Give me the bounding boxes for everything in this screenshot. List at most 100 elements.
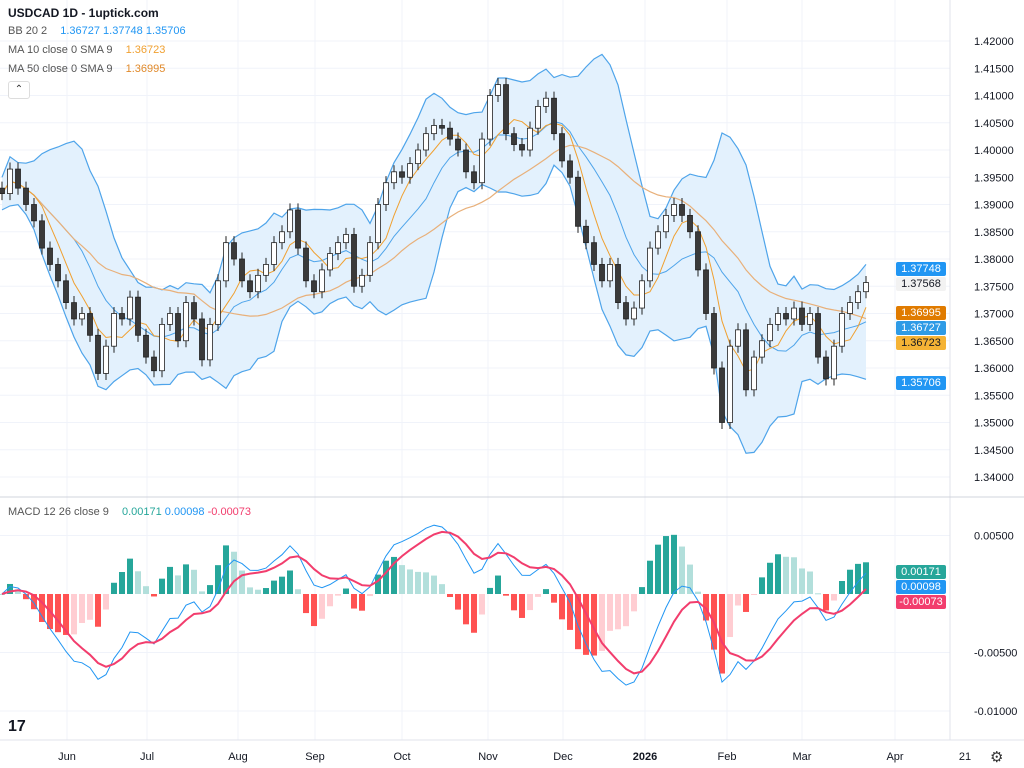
macd-histogram-bar bbox=[391, 556, 397, 594]
macd-histogram-bar bbox=[567, 594, 573, 630]
candle-body bbox=[527, 127, 533, 151]
tradingview-logo[interactable]: 17 bbox=[8, 718, 26, 735]
candle-body bbox=[655, 231, 661, 249]
candle-body bbox=[839, 313, 845, 347]
candle-body bbox=[759, 340, 765, 358]
price-tag: 1.36727 bbox=[896, 321, 946, 335]
macd-tick-label: 0.00500 bbox=[974, 531, 1014, 543]
candle-body bbox=[23, 187, 29, 205]
candle-body bbox=[767, 323, 773, 342]
macd-line bbox=[1, 524, 867, 686]
macd-histogram-bar bbox=[415, 571, 421, 594]
macd-histogram-bar bbox=[535, 594, 541, 597]
x-tick-label: Aug bbox=[228, 751, 248, 763]
macd-histogram-bar bbox=[143, 586, 149, 594]
candle-body bbox=[551, 97, 557, 135]
y-tick-label: 1.40500 bbox=[974, 118, 1014, 130]
x-tick-label: 2026 bbox=[633, 751, 657, 763]
candle-body bbox=[311, 280, 317, 293]
candle-body bbox=[455, 138, 461, 151]
candle-body bbox=[287, 209, 293, 233]
macd-histogram-bar bbox=[151, 594, 157, 597]
y-tick-label: 1.40000 bbox=[974, 145, 1014, 157]
candle-body bbox=[119, 313, 125, 320]
bollinger-upper-line bbox=[1, 53, 867, 294]
candle-body bbox=[695, 231, 701, 271]
candle-body bbox=[471, 171, 477, 184]
macd-histogram-bar bbox=[839, 581, 845, 594]
price-tag: 1.37748 bbox=[896, 262, 946, 276]
macd-histogram-bar bbox=[855, 563, 861, 594]
candle-body bbox=[703, 269, 709, 314]
macd-histogram-bar bbox=[615, 594, 621, 630]
macd-histogram-bar bbox=[527, 594, 533, 611]
y-tick-label: 1.37000 bbox=[974, 309, 1014, 321]
macd-histogram-bar bbox=[87, 594, 93, 620]
macd-histogram-bar bbox=[735, 594, 741, 606]
macd-histogram-bar bbox=[23, 594, 29, 600]
candle-body bbox=[151, 356, 157, 372]
candle-body bbox=[727, 345, 733, 423]
macd-histogram-bar bbox=[327, 594, 333, 607]
y-tick-label: 1.37500 bbox=[974, 281, 1014, 293]
y-tick-label: 1.39500 bbox=[974, 172, 1014, 184]
macd-histogram-bar bbox=[487, 587, 493, 594]
macd-histogram-bar bbox=[551, 594, 557, 603]
y-tick-label: 1.34500 bbox=[974, 445, 1014, 457]
candle-body bbox=[87, 313, 93, 336]
candle-body bbox=[303, 247, 309, 282]
legend-macd-label: MACD 12 26 close 9 bbox=[8, 506, 109, 518]
macd-histogram-bar bbox=[463, 594, 469, 625]
macd-histogram-bar bbox=[671, 534, 677, 594]
macd-histogram-bar bbox=[295, 589, 301, 594]
x-tick-label: Feb bbox=[718, 751, 737, 763]
macd-histogram-bar bbox=[55, 594, 61, 633]
candle-body bbox=[783, 313, 789, 320]
macd-histogram-bar bbox=[591, 594, 597, 656]
legend-macd: MACD 12 26 close 9 0.00171 0.00098 -0.00… bbox=[8, 506, 251, 518]
macd-histogram-bar bbox=[279, 576, 285, 594]
collapse-legend-button[interactable]: ⌃ bbox=[8, 81, 30, 99]
macd-histogram-bar bbox=[287, 570, 293, 594]
candle-body bbox=[175, 313, 181, 342]
candle-body bbox=[95, 334, 101, 374]
candle-body bbox=[431, 125, 437, 135]
candle-body bbox=[319, 269, 325, 293]
legend-macd-signal: -0.00073 bbox=[207, 506, 252, 518]
candle-body bbox=[639, 280, 645, 309]
macd-histogram-bar bbox=[375, 574, 381, 594]
candle-body bbox=[831, 345, 837, 380]
candle-body bbox=[591, 242, 597, 265]
candle-body bbox=[335, 242, 341, 254]
macd-histogram-bar bbox=[71, 594, 77, 635]
candle-body bbox=[255, 274, 261, 293]
candle-body bbox=[447, 127, 453, 140]
macd-histogram-bar bbox=[407, 569, 413, 594]
legend-ma50-value: 1.36995 bbox=[125, 63, 166, 75]
macd-histogram-bar bbox=[655, 544, 661, 594]
macd-tag: -0.00073 bbox=[896, 595, 946, 609]
macd-histogram-bar bbox=[319, 594, 325, 619]
macd-histogram-bar bbox=[823, 594, 829, 611]
legend-bb: BB 20 2 1.36727 1.37748 1.35706 bbox=[8, 25, 186, 37]
candle-body bbox=[519, 144, 525, 151]
legend-bb-upper: 1.37748 bbox=[103, 25, 143, 37]
macd-histogram-bar bbox=[583, 594, 589, 655]
candle-body bbox=[479, 138, 485, 184]
candle-body bbox=[39, 220, 45, 249]
macd-histogram-bar bbox=[687, 564, 693, 594]
candle-body bbox=[511, 133, 517, 145]
x-tick-label: Oct bbox=[393, 751, 410, 763]
x-tick-label: Dec bbox=[553, 751, 573, 763]
macd-histogram-bar bbox=[807, 571, 813, 594]
macd-histogram-bar bbox=[423, 572, 429, 594]
settings-gear-icon[interactable]: ⚙ bbox=[990, 749, 1004, 766]
y-tick-label: 1.38500 bbox=[974, 227, 1014, 239]
candle-body bbox=[199, 318, 205, 361]
legend-ma10: MA 10 close 0 SMA 9 1.36723 bbox=[8, 44, 165, 56]
candle-body bbox=[271, 242, 277, 265]
x-tick-label: Jul bbox=[140, 751, 154, 763]
macd-histogram-bar bbox=[503, 594, 509, 596]
candle-body bbox=[383, 182, 389, 205]
